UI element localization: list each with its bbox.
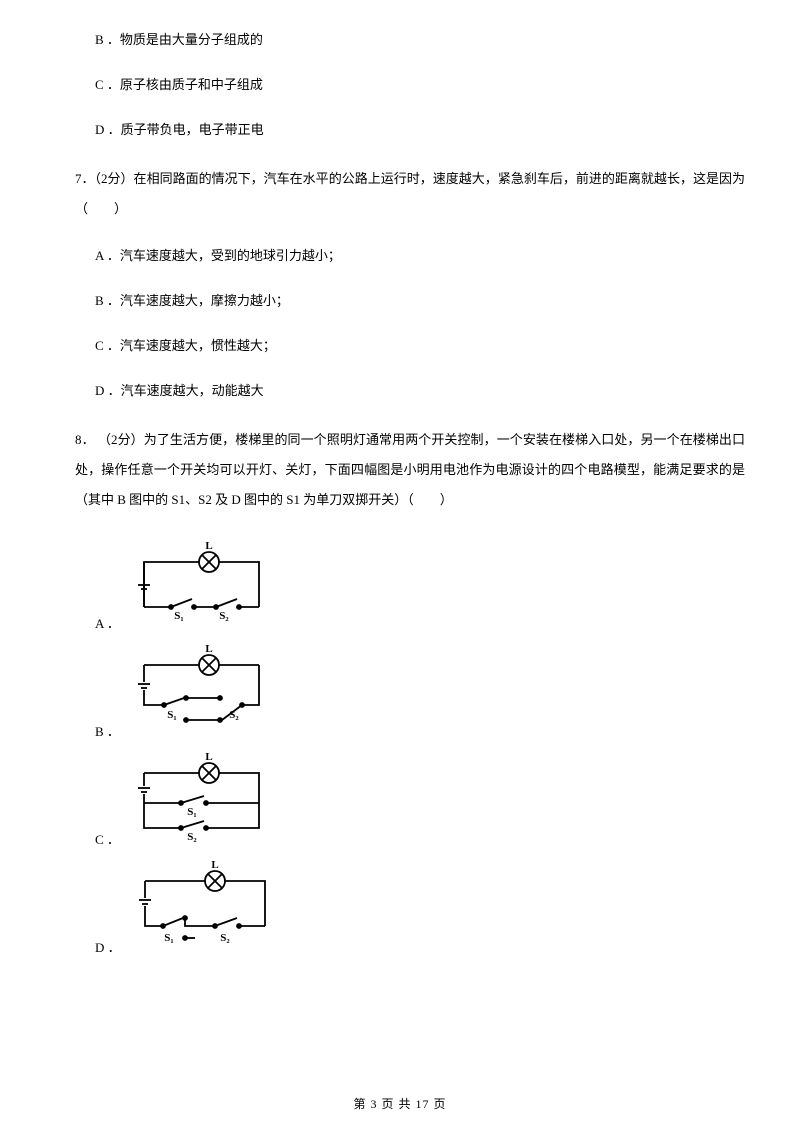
q6-option-b: B ．物质是由大量分子组成的: [55, 30, 745, 51]
circuit-b-diagram: L S₁ S₂: [124, 640, 284, 740]
q8-option-b-label: B ．: [95, 721, 120, 740]
q7-stem: 7．（2分）在相同路面的情况下，汽车在水平的公路上运行时，速度越大，紧急刹车后，…: [55, 164, 745, 224]
svg-text:S₁: S₁: [174, 610, 183, 622]
circuit-c-diagram: L S₁ S₂: [124, 748, 284, 848]
q8-option-b: B ． L: [55, 640, 745, 740]
q7-option-b: B ．汽车速度越大，摩擦力越小；: [55, 291, 745, 312]
svg-text:S₁: S₁: [164, 932, 173, 944]
q6-option-d: D ．质子带负电，电子带正电: [55, 120, 745, 141]
q8-option-a-label: A ．: [95, 613, 120, 632]
svg-text:S₂: S₂: [220, 932, 230, 944]
q7-option-c: C ．汽车速度越大，惯性越大；: [55, 336, 745, 357]
svg-text:L: L: [211, 859, 218, 871]
page-footer: 第 3 页 共 17 页: [0, 1095, 800, 1112]
q7-option-d: D ．汽车速度越大，动能越大: [55, 381, 745, 402]
svg-text:S₁: S₁: [167, 709, 176, 721]
svg-text:S₂: S₂: [219, 610, 229, 622]
svg-text:S₂: S₂: [187, 831, 197, 843]
q6-option-c: C ．原子核由质子和中子组成: [55, 75, 745, 96]
q8-option-a: A ． L S₁ S₂: [55, 537, 745, 632]
svg-text:L: L: [205, 643, 212, 655]
svg-text:L: L: [205, 540, 212, 552]
svg-text:S₂: S₂: [229, 709, 239, 721]
svg-text:S₁: S₁: [187, 806, 196, 818]
svg-text:L: L: [205, 751, 212, 763]
q8-option-d: D ． L: [55, 856, 745, 956]
q8-stem: 8． （2分）为了生活方便，楼梯里的同一个照明灯通常用两个开关控制，一个安装在楼…: [55, 425, 745, 515]
q8-option-c-label: C ．: [95, 829, 120, 848]
q7-option-a: A ．汽车速度越大，受到的地球引力越小；: [55, 246, 745, 267]
circuit-d-diagram: L S₁ S₂: [125, 856, 285, 956]
circuit-a-diagram: L S₁ S₂: [124, 537, 284, 632]
q8-option-c: C ． L S₁ S₂: [55, 748, 745, 848]
q8-option-d-label: D ．: [95, 937, 121, 956]
